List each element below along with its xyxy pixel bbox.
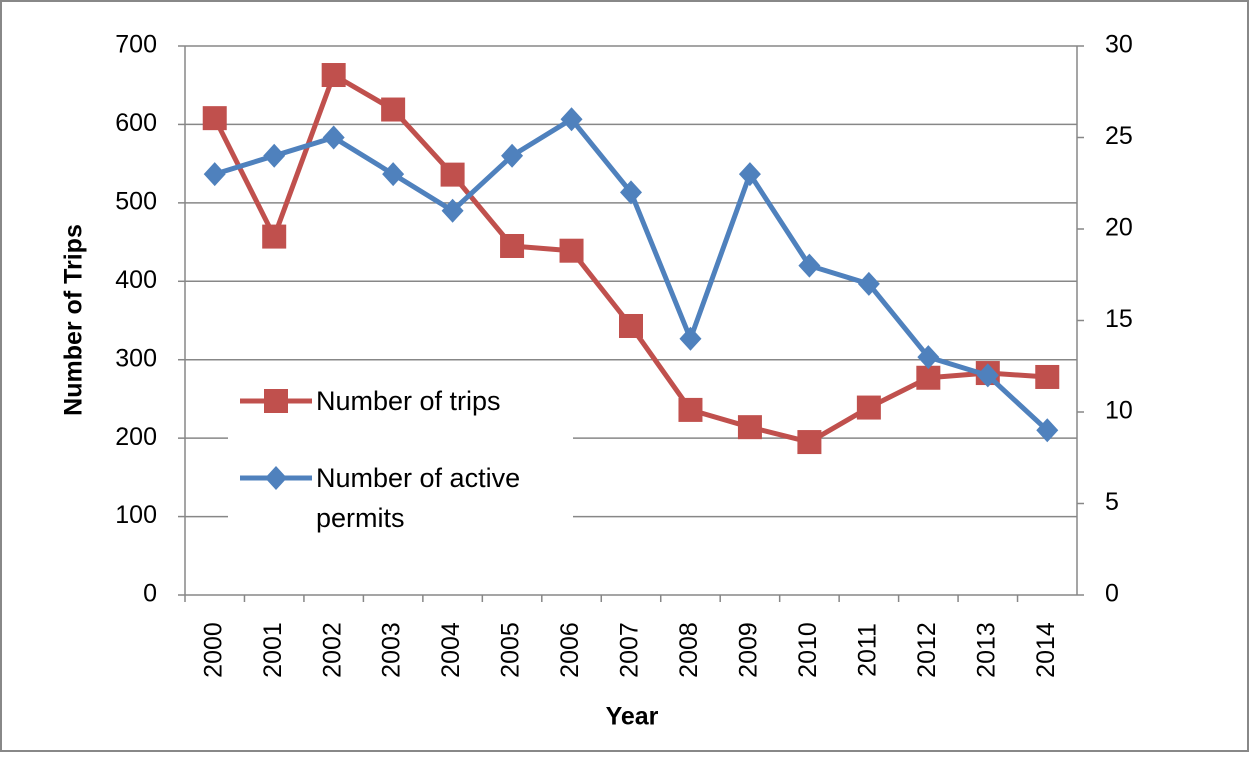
x-tick-label: 2009 — [735, 622, 763, 678]
y-tick-label: 100 — [115, 501, 157, 529]
marker — [322, 125, 345, 150]
y-tick-label: 400 — [115, 266, 157, 294]
marker — [857, 271, 880, 296]
x-tick-label: 2005 — [497, 622, 525, 678]
marker — [619, 313, 643, 338]
marker — [440, 162, 465, 187]
legend-label-box: Number of active permits — [316, 463, 521, 533]
x-tick-label: 2011 — [853, 623, 881, 677]
x-tick-label: 2010 — [794, 622, 822, 678]
x-tick-label: 2013 — [972, 622, 1000, 678]
marker — [976, 363, 999, 388]
y-tick-label: 700 — [115, 31, 157, 59]
y2-tick-label: 15 — [1105, 305, 1133, 333]
marker — [560, 107, 583, 132]
y2-tick-label: 10 — [1105, 397, 1133, 425]
marker — [620, 180, 642, 205]
y-tick-label: 0 — [143, 580, 157, 608]
marker — [797, 430, 822, 455]
y2-tick-label: 25 — [1105, 122, 1133, 150]
marker — [501, 143, 524, 168]
x-tick-label: 2001 — [259, 622, 287, 678]
marker — [798, 253, 821, 278]
x-tick-label: 2002 — [318, 622, 346, 678]
y2-tick-label: 0 — [1105, 580, 1119, 608]
marker — [917, 345, 940, 370]
marker — [202, 106, 227, 131]
marker — [737, 415, 762, 440]
y-tick-label: 600 — [115, 109, 157, 137]
legend-label: Number of active permits — [316, 463, 521, 533]
x-tick-label: 2000 — [199, 622, 227, 678]
y-tick-label: 200 — [115, 423, 157, 451]
marker — [321, 63, 346, 88]
x-tick-label: 2008 — [675, 622, 703, 678]
y-axis-title: Number of Trips — [60, 224, 88, 416]
marker — [382, 162, 405, 187]
marker — [738, 162, 761, 187]
marker — [916, 365, 941, 390]
marker — [381, 97, 406, 122]
x-axis-title: Year — [606, 703, 659, 731]
x-tick-label: 2006 — [556, 622, 584, 678]
legend-label: Number of trips — [316, 386, 501, 416]
series — [203, 107, 1059, 443]
marker — [678, 397, 703, 422]
marker — [856, 395, 881, 420]
marker — [679, 326, 702, 351]
y2-tick-label: 5 — [1105, 488, 1119, 516]
marker — [1036, 418, 1059, 443]
y-tick-label: 300 — [115, 344, 157, 372]
marker — [264, 389, 288, 413]
marker — [500, 233, 525, 258]
marker — [1035, 364, 1060, 389]
legend-label-box: Number of trips — [316, 386, 501, 416]
marker — [203, 162, 226, 187]
y2-tick-label: 20 — [1105, 214, 1133, 242]
x-tick-label: 2004 — [437, 622, 465, 678]
y2-tick-label: 30 — [1105, 31, 1133, 59]
marker — [263, 143, 286, 168]
x-tick-label: 2003 — [378, 622, 406, 678]
marker — [265, 466, 287, 490]
x-tick-label: 2012 — [913, 622, 941, 678]
x-tick-label: 2014 — [1032, 622, 1060, 678]
marker — [262, 224, 287, 249]
y-tick-label: 500 — [115, 187, 157, 215]
marker — [559, 238, 584, 263]
marker — [441, 198, 464, 223]
x-tick-label: 2007 — [616, 622, 644, 678]
